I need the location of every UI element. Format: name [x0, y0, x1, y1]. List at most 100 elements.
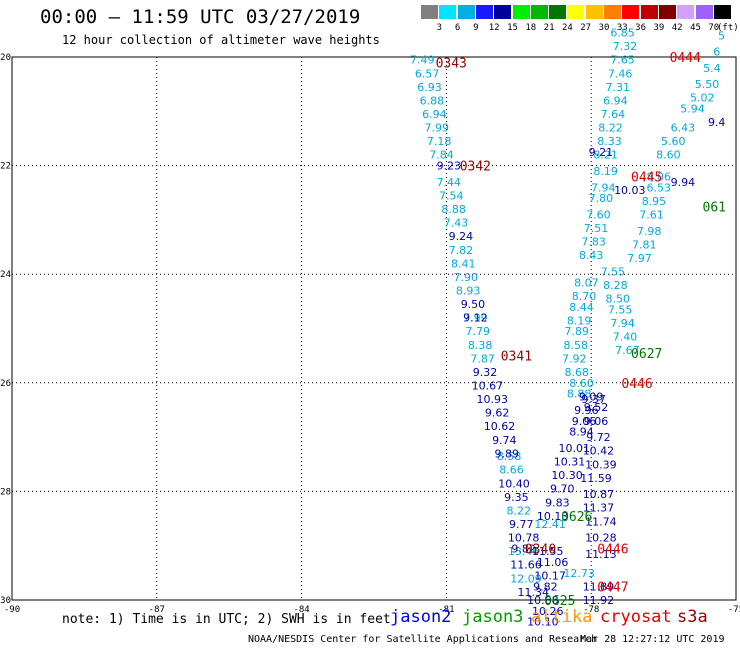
wave-height-point: 8.88 — [567, 388, 592, 401]
wave-height-point: 9.72 — [586, 431, 611, 444]
color-swatch — [512, 5, 530, 19]
wave-height-point: 11.37 — [583, 502, 615, 515]
wave-height-point: 10.26 — [532, 605, 564, 618]
wave-height-point: 7.54 — [439, 189, 464, 202]
wave-height-point: 7.94 — [610, 317, 635, 330]
color-scale-label: 70 — [708, 23, 720, 33]
color-swatch — [604, 5, 621, 19]
wave-height-point: 7.90 — [453, 271, 478, 284]
wave-height-point: 7.44 — [437, 176, 462, 189]
legend-jason2: jason2 — [390, 607, 452, 627]
wave-height-point: 9.96 — [574, 404, 599, 417]
wave-height-point: 8.95 — [642, 195, 667, 208]
wave-height-point: 8.60 — [569, 377, 594, 390]
wave-height-point: 8.58 — [497, 450, 522, 463]
pass-time-label: 0626 — [561, 510, 592, 525]
color-scale-label: 15 — [507, 23, 518, 33]
wave-height-point: 7.98 — [637, 225, 662, 238]
wave-height-point: 7.60 — [586, 208, 611, 221]
y-tick-label: -24 — [0, 270, 11, 280]
legend-jason3: jason3 — [462, 607, 524, 627]
generated-timestamp: Mar 28 12:27:12 UTC 2019 — [580, 634, 725, 645]
wave-height-point: 12.41 — [534, 518, 566, 531]
wave-height-point: 9.09 — [579, 390, 604, 403]
wave-height-point: 8.38 — [468, 339, 493, 352]
wave-height-point: 10.31 — [554, 456, 586, 469]
color-swatch — [457, 5, 475, 19]
wave-height-point: 7.51 — [584, 222, 609, 235]
wave-height-point: 10.13 — [537, 510, 569, 523]
wave-height-point: 7.97 — [627, 252, 652, 265]
color-scale-label: 33 — [616, 23, 628, 33]
pass-time-label: 0627 — [631, 347, 662, 362]
wave-height-point: 11.55 — [532, 545, 564, 558]
wave-height-point: 8.22 — [598, 122, 623, 135]
wave-height-point: 7.82 — [449, 244, 474, 257]
wave-height-point: 8.94 — [569, 426, 594, 439]
wave-height-point: 5 — [718, 29, 725, 42]
chart-subtitle: 12 hour collection of altimeter wave hei… — [62, 33, 380, 47]
y-tick-label: -30 — [0, 596, 11, 606]
pass-time-label: 061 — [703, 200, 726, 215]
wave-height-point: 6.94 — [603, 94, 628, 107]
legend-s3a: s3a — [677, 607, 708, 627]
wave-height-point: 9.23 — [437, 160, 462, 173]
wave-height-point: 9.37 — [581, 393, 606, 406]
units-note: note: 1) Time is in UTC; 2) SWH is in fe… — [62, 612, 391, 627]
x-tick-label: -81 — [438, 605, 454, 615]
color-scale-label: 12 — [488, 23, 500, 33]
wave-height-point: 11.34 — [518, 586, 550, 599]
wave-height-point: 9.50 — [461, 298, 486, 311]
wave-height-point: 6.94 — [422, 108, 447, 121]
wave-height-point: 9.83 — [545, 496, 570, 509]
chart-title: 00:00 – 11:59 UTC 03/27/2019 — [40, 6, 361, 28]
wave-height-point: 10.17 — [534, 570, 566, 583]
wave-height-point: 10.62 — [484, 420, 516, 433]
wave-height-point: 9.52 — [584, 401, 609, 414]
wave-height-point: 9.06 — [584, 415, 609, 428]
wave-height-point: 7.49 — [410, 54, 435, 67]
wave-height-point: 6.93 — [417, 81, 442, 94]
wave-height-point: 10.40 — [498, 477, 530, 490]
wave-height-point: 8.07 — [574, 276, 599, 289]
wave-height-point: 9.21 — [589, 146, 614, 159]
wave-height-point: 10.10 — [527, 616, 559, 629]
pass-time-label: 0445 — [631, 170, 662, 185]
color-scale-label: 3 — [436, 23, 442, 33]
wave-height-point: 7.94 — [591, 181, 616, 194]
wave-height-point: 8.43 — [579, 249, 604, 262]
color-scale-unit: (ft) — [717, 23, 739, 33]
wave-height-point: 7.46 — [608, 67, 633, 80]
legend-cryosat: cryosat — [600, 607, 672, 627]
pass-time-label: 0343 — [436, 56, 467, 71]
color-scale-label: 30 — [598, 23, 610, 33]
wave-height-point: 12.73 — [563, 567, 595, 580]
wave-height-point: 7.81 — [632, 238, 657, 251]
wave-height-point: 7.80 — [589, 192, 614, 205]
wave-height-point: 7.99 — [424, 122, 449, 135]
wave-height-point: 7.61 — [639, 208, 664, 221]
color-swatch — [421, 5, 438, 19]
color-swatch — [494, 5, 512, 19]
wave-height-point: 10.93 — [477, 393, 509, 406]
wave-height-point: 7.99 — [463, 312, 488, 325]
wave-height-point: 11.06 — [537, 556, 569, 569]
color-swatch — [585, 5, 603, 19]
wave-height-point: 9.06 — [572, 415, 597, 428]
wave-height-point: 6.88 — [420, 94, 445, 107]
wave-height-point: 7.92 — [562, 352, 587, 365]
color-scale-label: 6 — [454, 23, 461, 33]
wave-height-point: 9.74 — [492, 434, 517, 447]
wave-height-point: 6.43 — [671, 122, 696, 135]
wave-height-point: 9.82 — [533, 580, 558, 593]
wave-height-point: 7.55 — [608, 303, 633, 316]
color-swatch — [439, 5, 457, 19]
color-scale-label: 45 — [690, 23, 701, 33]
wave-height-point: 8.06 — [647, 170, 672, 183]
y-tick-label: -26 — [0, 379, 11, 389]
color-swatch — [622, 5, 640, 19]
color-scale-label: 24 — [561, 23, 573, 33]
wave-height-point: 10.78 — [508, 532, 540, 545]
wave-height-point: 10.30 — [551, 469, 583, 482]
